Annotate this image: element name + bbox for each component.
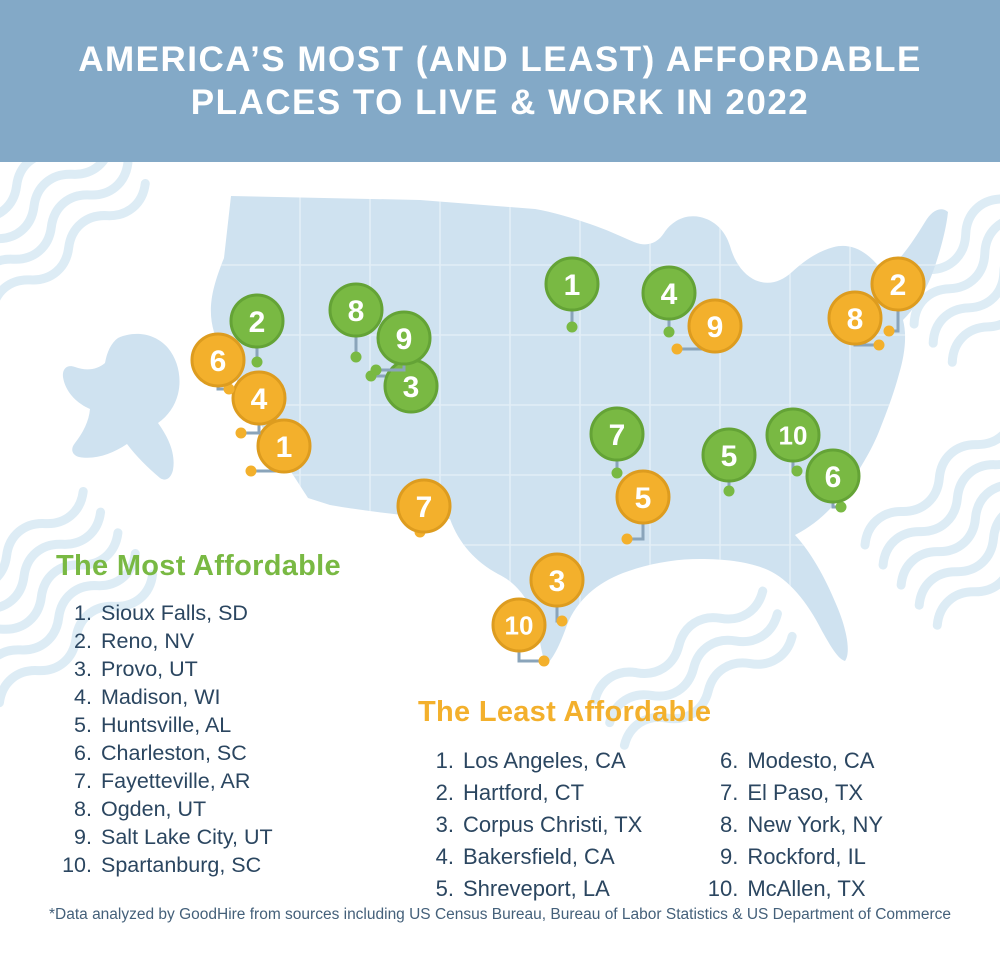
map-marker-least-1: 1 <box>245 418 312 477</box>
most-affordable-heading: The Most Affordable <box>56 550 341 582</box>
list-item: Madison, WI <box>101 685 221 709</box>
map-marker-most-5: 5 <box>701 427 757 497</box>
least-affordable-items-1-5: Los Angeles, CA Hartford, CT Corpus Chri… <box>418 745 642 905</box>
marker-number-label: 3 <box>403 371 420 404</box>
marker-number-label: 8 <box>348 295 365 328</box>
map-marker-least-9: 9 <box>671 298 743 355</box>
list-item: Sioux Falls, SD <box>101 601 248 625</box>
map-marker-most-7: 7 <box>589 406 645 479</box>
most-marker-circle <box>641 265 697 321</box>
least-marker-circle <box>687 298 743 354</box>
least-affordable-heading: The Least Affordable <box>418 696 712 728</box>
map-marker-most-8: 8 <box>328 282 384 363</box>
map-marker-most-6: 6 <box>805 448 861 513</box>
map-marker-least-5: 5 <box>615 469 671 545</box>
most-marker-circle <box>765 407 821 463</box>
map-marker-most-10: 10 <box>765 407 821 477</box>
list-item: McAllen, TX <box>747 876 866 901</box>
most-marker-circle <box>376 310 432 366</box>
most-marker-circle <box>805 448 861 504</box>
map-marker-least-4: 4 <box>231 370 287 439</box>
map-marker-most-4: 4 <box>641 265 697 338</box>
map-marker-most-3: 3 <box>365 358 439 414</box>
list-item: El Paso, TX <box>747 780 864 805</box>
most-marker-circle <box>589 406 645 462</box>
marker-number-label: 9 <box>707 311 724 344</box>
marker-number-label: 1 <box>564 269 581 302</box>
marker-number-label: 8 <box>847 303 864 336</box>
least-affordable-items-6-10: Modesto, CA El Paso, TX New York, NY Roc… <box>702 745 883 905</box>
list-item: New York, NY <box>747 812 884 837</box>
header-banner: AMERICA’S MOST (AND LEAST) AFFORDABLE PL… <box>0 0 1000 162</box>
most-affordable-list: The Most Affordable Sioux Falls, SD Reno… <box>56 550 341 879</box>
list-item: Provo, UT <box>101 657 198 681</box>
page-title-line2: PLACES TO LIVE & WORK IN 2022 <box>190 83 810 122</box>
least-marker-circle <box>256 418 312 474</box>
marker-number-label: 7 <box>416 491 433 524</box>
map-marker-least-3: 3 <box>529 552 585 627</box>
marker-number-label: 6 <box>825 461 842 494</box>
most-affordable-items: Sioux Falls, SD Reno, NV Provo, UT Madis… <box>56 599 341 879</box>
list-item: Los Angeles, CA <box>463 748 626 773</box>
marker-number-label: 3 <box>549 565 566 598</box>
list-item: Spartanburg, SC <box>101 853 262 877</box>
list-item: Reno, NV <box>101 629 195 653</box>
map-marker-most-1: 1 <box>544 256 600 333</box>
page-title-line1: AMERICA’S MOST (AND LEAST) AFFORDABLE <box>78 40 922 79</box>
map-marker-least-10: 10 <box>491 597 550 667</box>
map-marker-least-8: 8 <box>827 290 885 351</box>
least-marker-circle <box>827 290 883 346</box>
marker-number-label: 10 <box>779 420 808 450</box>
list-item: Bakersfield, CA <box>463 844 615 869</box>
least-affordable-list: The Least Affordable Los Angeles, CA Har… <box>418 696 883 905</box>
map-marker-least-7: 7 <box>396 478 452 538</box>
map-marker-most-9: 9 <box>370 310 432 376</box>
least-marker-circle <box>529 552 585 608</box>
least-marker-circle <box>870 256 926 312</box>
marker-number-label: 2 <box>249 306 266 339</box>
marker-number-label: 5 <box>635 482 652 515</box>
list-item: Ogden, UT <box>101 797 207 821</box>
list-item: Corpus Christi, TX <box>463 812 643 837</box>
marker-number-label: 1 <box>276 431 293 464</box>
list-item: Huntsville, AL <box>101 713 232 737</box>
marker-number-label: 10 <box>505 610 534 640</box>
marker-number-label: 7 <box>609 419 626 452</box>
list-item: Hartford, CT <box>463 780 585 805</box>
map-marker-least-6: 6 <box>190 332 246 395</box>
list-item: Shreveport, LA <box>463 876 610 901</box>
least-marker-circle <box>190 332 246 388</box>
list-item: Salt Lake City, UT <box>101 825 273 849</box>
marker-number-label: 4 <box>251 383 268 416</box>
least-marker-circle <box>231 370 287 426</box>
least-marker-circle <box>396 478 452 534</box>
most-marker-circle <box>229 293 285 349</box>
list-item: Charleston, SC <box>101 741 247 765</box>
marker-number-label: 9 <box>396 323 413 356</box>
marker-number-label: 2 <box>890 269 907 302</box>
least-marker-circle <box>491 597 547 653</box>
marker-number-label: 6 <box>210 345 227 378</box>
marker-number-label: 5 <box>721 440 738 473</box>
alaska-shape <box>62 333 180 480</box>
most-marker-circle <box>701 427 757 483</box>
most-marker-circle <box>544 256 600 312</box>
map-marker-least-2: 2 <box>870 256 926 337</box>
list-item: Fayetteville, AR <box>101 769 251 793</box>
list-item: Rockford, IL <box>747 844 866 869</box>
list-item: Modesto, CA <box>747 748 875 773</box>
marker-number-label: 4 <box>661 278 678 311</box>
least-marker-circle <box>615 469 671 525</box>
most-marker-circle <box>328 282 384 338</box>
footer-source-note: *Data analyzed by GoodHire from sources … <box>48 906 951 923</box>
map-marker-most-2: 2 <box>229 293 285 368</box>
